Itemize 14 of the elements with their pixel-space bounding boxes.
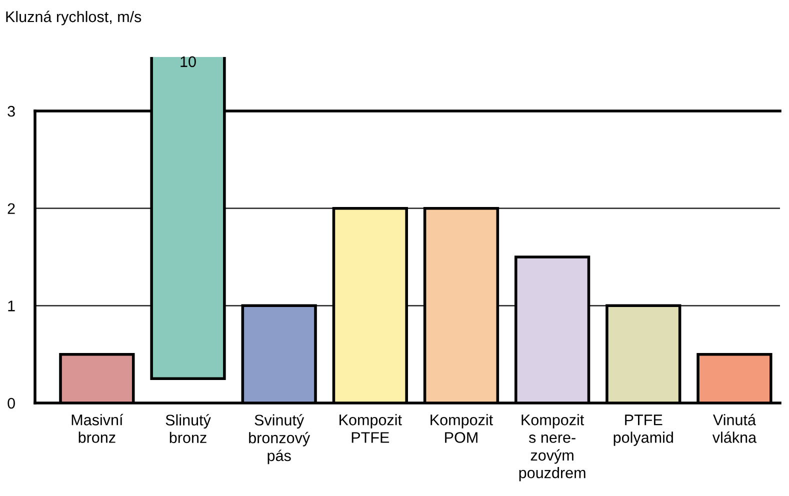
x-tick-label: Kompozit s nere- zovým pouzdrem [519, 414, 586, 482]
y-tick-label: 2 [8, 203, 15, 214]
x-tick-label: PTFE polyamid [614, 414, 673, 446]
x-tick-label: Slinutý bronz [166, 414, 211, 444]
y-tick-label: 3 [8, 106, 15, 117]
y-tick-label: 1 [8, 300, 15, 312]
x-tick-label: Kompozit PTFE [340, 414, 402, 443]
text: Kluzná rychlost, m/s [6, 10, 142, 26]
x-tick-label: Masivní bronz [72, 414, 124, 443]
y-tick-label: 0 [8, 398, 15, 409]
x-tick-label: Kompozit POM [430, 414, 493, 443]
data-label: 10 [180, 56, 196, 68]
x-tick-label: Svinutý bronzový pás [249, 414, 310, 464]
x-tick-label: Vinutá vlákna [712, 414, 757, 443]
